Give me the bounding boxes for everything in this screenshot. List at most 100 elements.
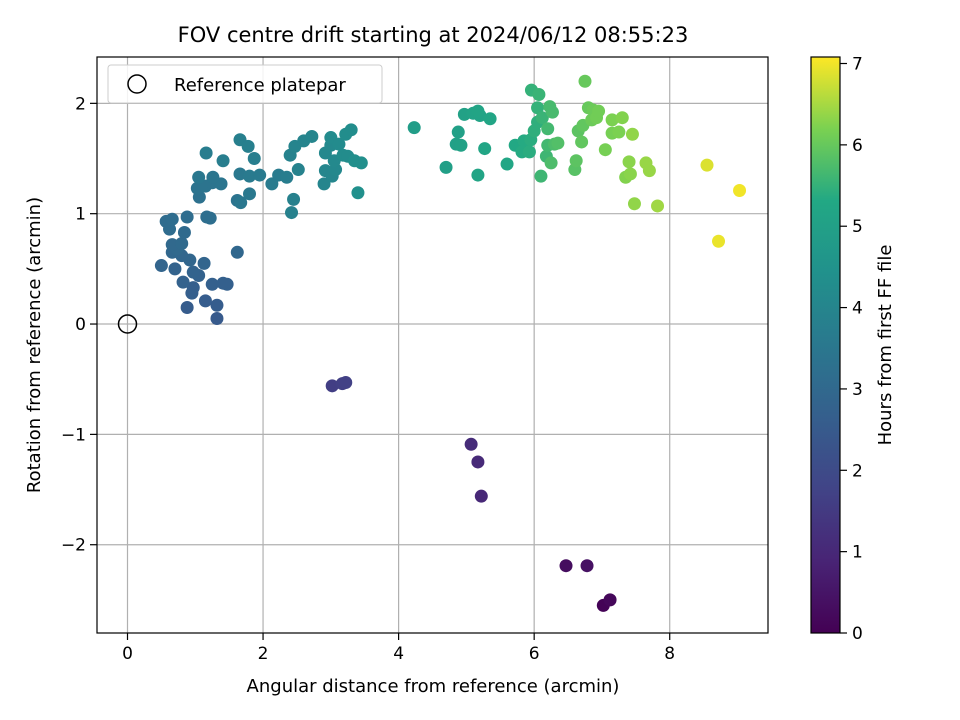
y-tick-label: −1 (61, 425, 86, 445)
data-point (605, 113, 619, 127)
data-point (210, 298, 224, 312)
data-point (471, 455, 485, 469)
data-point (243, 169, 256, 183)
data-point (580, 559, 594, 573)
data-point (332, 137, 346, 151)
data-point (203, 211, 217, 225)
data-point (578, 74, 592, 88)
data-point (439, 160, 453, 174)
colorbar-tick-label: 7 (852, 55, 863, 75)
data-point (575, 135, 589, 149)
data-point (216, 154, 230, 168)
data-points (154, 74, 747, 612)
data-point (197, 256, 211, 270)
data-point (287, 192, 301, 206)
data-point (285, 206, 299, 220)
data-point (325, 379, 339, 393)
x-tick-label: 2 (258, 644, 269, 664)
data-point (559, 559, 573, 573)
data-point (180, 210, 194, 224)
data-point (317, 177, 331, 191)
legend-marker (127, 74, 147, 94)
plot-border (96, 56, 769, 634)
data-point (474, 489, 488, 503)
data-point (205, 277, 219, 291)
data-point (186, 281, 200, 295)
colorbar-tick-label: 3 (852, 380, 863, 400)
data-point (168, 262, 182, 276)
data-point (642, 164, 656, 178)
data-point (545, 105, 559, 119)
data-point (291, 163, 305, 177)
data-point (627, 197, 641, 211)
data-point (234, 196, 248, 210)
chart-title: FOV centre drift starting at 2024/06/12 … (178, 23, 689, 47)
colorbar-tick-label: 6 (852, 136, 863, 156)
plot-area: 0 2 4 6 8 −2 −1 0 1 2 (61, 56, 769, 664)
data-point (280, 170, 294, 184)
data-point (210, 312, 224, 326)
data-point (700, 158, 714, 172)
data-point (451, 125, 465, 139)
colorbar-ticks: 0 1 2 3 4 5 6 7 (840, 55, 863, 644)
data-point (180, 300, 194, 314)
data-point (464, 437, 478, 451)
data-point (454, 138, 468, 152)
data-point (198, 294, 212, 308)
data-point (535, 111, 549, 125)
data-point (199, 146, 213, 160)
x-tick-label: 4 (393, 644, 404, 664)
x-tick-label: 0 (122, 644, 133, 664)
data-point (615, 111, 629, 125)
data-point (354, 156, 368, 170)
x-tick-label: 6 (529, 644, 540, 664)
data-point (478, 142, 492, 156)
data-point (712, 234, 726, 248)
data-point (351, 186, 365, 200)
data-point (305, 129, 319, 143)
data-point (625, 127, 639, 141)
y-tick-label: 2 (75, 94, 86, 114)
data-point (598, 143, 612, 157)
colorbar-tick-label: 2 (852, 461, 863, 481)
data-point (612, 125, 626, 139)
data-point (339, 376, 353, 390)
y-axis-ticks: −2 −1 0 1 2 (61, 94, 97, 556)
data-point (531, 101, 545, 115)
data-point (534, 169, 548, 183)
data-point (253, 168, 267, 182)
data-point (522, 145, 536, 159)
colorbar: 0 1 2 3 4 5 6 7 Hours from first FF file (810, 55, 896, 644)
legend-label: Reference platepar (174, 75, 346, 96)
data-point (247, 152, 261, 166)
data-point (623, 167, 637, 181)
data-point (216, 276, 230, 290)
y-axis-label: Rotation from reference (arcmin) (24, 197, 45, 493)
data-point (483, 112, 497, 126)
data-point (551, 136, 565, 150)
colorbar-tick-label: 0 (852, 624, 863, 644)
data-point (186, 265, 200, 279)
y-tick-label: −2 (61, 536, 86, 556)
data-point (532, 88, 546, 102)
data-point (344, 123, 358, 137)
y-tick-label: 1 (75, 205, 86, 225)
colorbar-tick-label: 5 (852, 217, 863, 237)
colorbar-gradient (810, 56, 841, 634)
data-point (622, 155, 636, 169)
data-point (603, 593, 617, 607)
data-point (651, 199, 665, 213)
y-tick-label: 0 (75, 315, 86, 335)
data-point (165, 238, 179, 252)
x-axis-label: Angular distance from reference (arcmin) (247, 676, 620, 697)
colorbar-label: Hours from first FF file (875, 245, 896, 446)
data-point (154, 259, 168, 273)
data-point (243, 187, 256, 201)
data-point (471, 104, 485, 118)
colorbar-tick-label: 4 (852, 299, 863, 319)
data-point (733, 184, 747, 198)
data-point (176, 275, 190, 289)
data-point (592, 104, 606, 118)
data-point (206, 170, 220, 184)
